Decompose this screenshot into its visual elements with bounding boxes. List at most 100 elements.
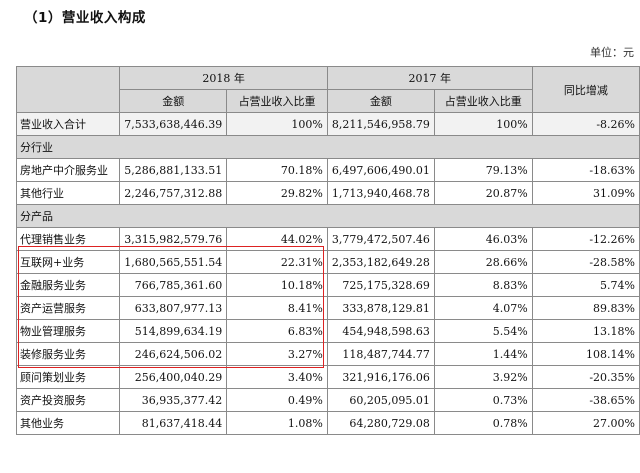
table-row: 其他行业 2,246,757,312.88 29.82% 1,713,940,468.… bbox=[15, 181, 640, 205]
yoy-change: -38.65% bbox=[531, 388, 640, 412]
yoy-change: -12.26% bbox=[531, 227, 640, 251]
row-label: 金融服务业务 bbox=[15, 273, 121, 297]
ratio-2017: 0.73% bbox=[433, 388, 533, 412]
amount-2018: 36,935,377.42 bbox=[119, 388, 228, 412]
ratio-2017: 28.66% bbox=[433, 250, 533, 274]
header-year-2018: 2018 年 bbox=[119, 66, 328, 90]
ratio-2018: 6.83% bbox=[226, 319, 328, 343]
amount-2018: 256,400,040.29 bbox=[119, 365, 228, 389]
row-label: 资产运营服务 bbox=[15, 296, 121, 320]
yoy-change: 27.00% bbox=[531, 411, 640, 435]
amount-2018: 3,315,982,579.76 bbox=[119, 227, 228, 251]
row-label: 资产投资服务 bbox=[15, 388, 121, 412]
ratio-2018: 3.40% bbox=[226, 365, 328, 389]
table-row: 代理销售业务 3,315,982,579.76 44.02% 3,779,472,50… bbox=[15, 227, 640, 251]
header-year-2017: 2017 年 bbox=[326, 66, 533, 90]
row-label: 物业管理服务 bbox=[15, 319, 121, 343]
amount-2017: 454,948,598.63 bbox=[326, 319, 435, 343]
ratio-2018: 100% bbox=[226, 112, 328, 136]
row-label: 互联网+业务 bbox=[15, 250, 121, 274]
amount-2018: 5,286,881,133.51 bbox=[119, 158, 228, 182]
row-label: 装修服务业务 bbox=[15, 342, 121, 366]
row-label: 营业收入合计 bbox=[15, 112, 121, 136]
header-corner bbox=[15, 66, 121, 113]
amount-2018: 766,785,361.60 bbox=[119, 273, 228, 297]
ratio-2017: 0.78% bbox=[433, 411, 533, 435]
ratio-2017: 79.13% bbox=[433, 158, 533, 182]
amount-2017: 333,878,129.81 bbox=[326, 296, 435, 320]
ratio-2017: 8.83% bbox=[433, 273, 533, 297]
yoy-change: -28.58% bbox=[531, 250, 640, 274]
product-rows: 代理销售业务 3,315,982,579.76 44.02% 3,779,472,50… bbox=[15, 227, 640, 435]
unit-label: 单位：元 bbox=[590, 46, 634, 59]
header-yoy: 同比增减 bbox=[531, 66, 640, 113]
ratio-2017: 1.44% bbox=[433, 342, 533, 366]
section-label-industry: 分行业 bbox=[16, 135, 640, 159]
yoy-change: -20.35% bbox=[531, 365, 640, 389]
table-row: 资产投资服务 36,935,377.42 0.49% 60,205,095.01 0.7… bbox=[15, 388, 640, 412]
ratio-2018: 29.82% bbox=[226, 181, 328, 205]
yoy-change: -18.63% bbox=[531, 158, 640, 182]
amount-2018: 7,533,638,446.39 bbox=[119, 112, 228, 136]
amount-2017: 118,487,744.77 bbox=[326, 342, 435, 366]
amount-2017: 64,280,729.08 bbox=[326, 411, 435, 435]
amount-2018: 246,624,506.02 bbox=[119, 342, 228, 366]
ratio-2018: 1.08% bbox=[226, 411, 328, 435]
amount-2018: 633,807,977.13 bbox=[119, 296, 228, 320]
amount-2017: 1,713,940,468.78 bbox=[326, 181, 435, 205]
header-ratio-2018: 占营业收入比重 bbox=[226, 89, 328, 113]
ratio-2018: 44.02% bbox=[226, 227, 328, 251]
ratio-2018: 0.49% bbox=[226, 388, 328, 412]
ratio-2017: 100% bbox=[433, 112, 533, 136]
yoy-change: 5.74% bbox=[531, 273, 640, 297]
table-row: 房地产中介服务业 5,286,881,133.51 70.18% 6,497,606,… bbox=[15, 158, 640, 182]
section-row-product: 分产品 bbox=[16, 204, 640, 228]
amount-2018: 514,899,634.19 bbox=[119, 319, 228, 343]
yoy-change: 13.18% bbox=[531, 319, 640, 343]
header-amount-2018: 金额 bbox=[119, 89, 228, 113]
amount-2017: 3,779,472,507.46 bbox=[326, 227, 435, 251]
yoy-change: -8.26% bbox=[531, 112, 640, 136]
ratio-2018: 10.18% bbox=[226, 273, 328, 297]
amount-2017: 725,175,328.69 bbox=[326, 273, 435, 297]
row-label: 其他行业 bbox=[15, 181, 121, 205]
row-label: 顾问策划业务 bbox=[15, 365, 121, 389]
table-row: 装修服务业务 246,624,506.02 3.27% 118,487,744.77 1… bbox=[15, 342, 640, 366]
ratio-2017: 5.54% bbox=[433, 319, 533, 343]
yoy-change: 31.09% bbox=[531, 181, 640, 205]
table-row: 资产运营服务 633,807,977.13 8.41% 333,878,129.81 4… bbox=[15, 296, 640, 320]
row-label: 代理销售业务 bbox=[15, 227, 121, 251]
amount-2017: 6,497,606,490.01 bbox=[326, 158, 435, 182]
ratio-2017: 4.07% bbox=[433, 296, 533, 320]
ratio-2018: 70.18% bbox=[226, 158, 328, 182]
table-row: 顾问策划业务 256,400,040.29 3.40% 321,916,176.06 3… bbox=[15, 365, 640, 389]
table-row: 金融服务业务 766,785,361.60 10.18% 725,175,328.69… bbox=[15, 273, 640, 297]
header-ratio-2017: 占营业收入比重 bbox=[433, 89, 533, 113]
ratio-2018: 22.31% bbox=[226, 250, 328, 274]
ratio-2017: 3.92% bbox=[433, 365, 533, 389]
yoy-change: 89.83% bbox=[531, 296, 640, 320]
amount-2017: 8,211,546,958.79 bbox=[326, 112, 435, 136]
table-row: 互联网+业务 1,680,565,551.54 22.31% 2,353,182,64… bbox=[15, 250, 640, 274]
header-amount-2017: 金额 bbox=[326, 89, 435, 113]
section-label-product: 分产品 bbox=[16, 204, 640, 228]
section-heading: （1）营业收入构成 bbox=[24, 10, 146, 26]
revenue-composition-table: 2018 年 2017 年 同比增减 金额 占营业收入比重 金额 占营业收入比重… bbox=[15, 66, 640, 435]
amount-2018: 81,637,418.44 bbox=[119, 411, 228, 435]
table-row-total: 营业收入合计 7,533,638,446.39 100% 8,211,546,9… bbox=[15, 112, 640, 136]
ratio-2017: 20.87% bbox=[433, 181, 533, 205]
table-row: 其他业务 81,637,418.44 1.08% 64,280,729.08 0.78%… bbox=[15, 411, 640, 435]
table-row: 物业管理服务 514,899,634.19 6.83% 454,948,598.63 5… bbox=[15, 319, 640, 343]
yoy-change: 108.14% bbox=[531, 342, 640, 366]
amount-2018: 1,680,565,551.54 bbox=[119, 250, 228, 274]
amount-2017: 321,916,176.06 bbox=[326, 365, 435, 389]
row-label: 房地产中介服务业 bbox=[15, 158, 121, 182]
ratio-2017: 46.03% bbox=[433, 227, 533, 251]
amount-2018: 2,246,757,312.88 bbox=[119, 181, 228, 205]
row-label: 其他业务 bbox=[15, 411, 121, 435]
ratio-2018: 8.41% bbox=[226, 296, 328, 320]
ratio-2018: 3.27% bbox=[226, 342, 328, 366]
section-row-industry: 分行业 bbox=[16, 135, 640, 159]
amount-2017: 60,205,095.01 bbox=[326, 388, 435, 412]
industry-rows: 房地产中介服务业 5,286,881,133.51 70.18% 6,497,606,… bbox=[15, 158, 640, 205]
